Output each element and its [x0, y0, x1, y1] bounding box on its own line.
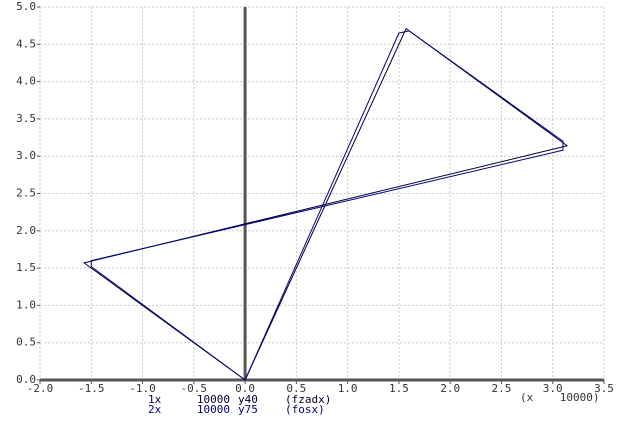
- x-tick-label: 0.0: [235, 382, 255, 395]
- legend-id: 1x: [148, 393, 162, 406]
- x-tick-label: 3.0: [543, 382, 563, 395]
- legend-name: (fosx): [285, 403, 325, 416]
- y-tick-label: 4.5: [16, 37, 36, 50]
- y-tick-label: 4.0: [16, 75, 36, 88]
- y-tick-label: 0.5: [16, 336, 36, 349]
- y-tick-label: 5.0: [16, 0, 36, 13]
- legend-scale: 10000: [197, 393, 230, 406]
- x-tick-label: 2.5: [492, 382, 512, 395]
- y-tick-label: 3.5: [16, 112, 36, 125]
- series-line: [82, 27, 569, 381]
- x-tick-label: 1.5: [389, 382, 409, 395]
- legend-ylabel: y75: [238, 403, 258, 416]
- y-tick-label: 2.0: [16, 224, 36, 237]
- x-axis-label: (x 10000): [520, 391, 599, 404]
- legend-name: (fzadx): [285, 393, 331, 406]
- x-tick-label: 3.5: [594, 382, 614, 395]
- legend-scale: 10000: [197, 403, 230, 416]
- y-tick-label: 1.0: [16, 298, 36, 311]
- x-tick-label: -1.0: [129, 382, 156, 395]
- x-tick-label: 0.5: [286, 382, 306, 395]
- y-tick-label: 2.5: [16, 187, 36, 200]
- y-tick-label: 0.0: [16, 373, 36, 386]
- y-tick-label: 1.5: [16, 261, 36, 274]
- x-tick-label: -1.5: [78, 382, 105, 395]
- x-tick-label: 1.0: [338, 382, 358, 395]
- y-tick-label: 3.0: [16, 149, 36, 162]
- series-line: [90, 30, 564, 381]
- x-tick-label: -0.5: [181, 382, 208, 395]
- legend-ylabel: y40: [238, 393, 258, 406]
- x-tick-label: -2.0: [27, 382, 54, 395]
- x-tick-label: 2.0: [440, 382, 460, 395]
- legend-id: 2x: [148, 403, 162, 416]
